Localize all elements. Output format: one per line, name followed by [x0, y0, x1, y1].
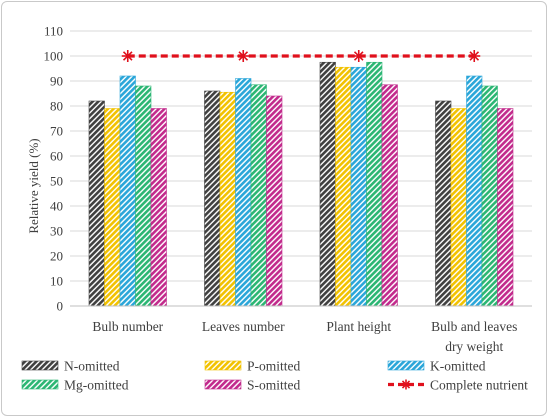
- bars: [88, 61, 514, 307]
- bar-n-omitted-bulb-and-leaves-dry-weight: [435, 100, 452, 307]
- bar-mg-omitted-bulb-number: [135, 85, 152, 307]
- marker-complete-nutrient: [237, 50, 250, 62]
- bar-n-omitted-bulb-number: [88, 100, 105, 307]
- legend-item-p-omitted: P-omitted: [204, 359, 300, 374]
- legend-label: Mg-omitted: [64, 378, 129, 393]
- legend-label: S-omitted: [247, 378, 300, 393]
- x-category-label: Leaves number: [202, 319, 285, 334]
- y-tick-label: 50: [50, 174, 63, 189]
- y-tick-label: 110: [44, 24, 63, 39]
- y-tick-label: 60: [50, 149, 63, 164]
- legend-item-complete-nutrient: Complete nutrient: [388, 378, 528, 393]
- legend: N-omitted P-omitted K-omitted Mg-omitted S-o…: [21, 359, 528, 393]
- bar-n-omitted-plant-height: [319, 61, 336, 307]
- y-tick-label: 0: [57, 299, 64, 314]
- bar-s-omitted-leaves-number: [266, 95, 283, 307]
- x-category-label: Plant height: [326, 319, 391, 334]
- legend-item-s-omitted: S-omitted: [204, 378, 300, 393]
- y-tick-label: 10: [50, 274, 63, 289]
- legend-label: Complete nutrient: [430, 378, 528, 393]
- y-tick-label: 30: [50, 224, 63, 239]
- bar-p-omitted-bulb-and-leaves-dry-weight: [450, 108, 467, 307]
- x-category-label: Bulb and leaves: [431, 319, 517, 334]
- legend-item-k-omitted: K-omitted: [387, 359, 486, 374]
- bar-k-omitted-plant-height: [350, 66, 367, 307]
- y-tick-label: 100: [44, 49, 64, 64]
- bar-s-omitted-bulb-number: [150, 108, 167, 307]
- bar-k-omitted-leaves-number: [235, 78, 252, 307]
- bar-n-omitted-leaves-number: [204, 90, 221, 307]
- y-axis-label: Relative yield (%): [26, 138, 41, 233]
- bar-mg-omitted-leaves-number: [250, 84, 267, 307]
- complete-nutrient-line: [121, 50, 481, 62]
- bar-s-omitted-bulb-and-leaves-dry-weight: [497, 108, 514, 307]
- y-tick-label: 90: [50, 74, 63, 89]
- bar-p-omitted-plant-height: [335, 66, 352, 307]
- marker-complete-nutrient: [352, 50, 365, 62]
- bar-s-omitted-plant-height: [381, 84, 398, 307]
- bar-k-omitted-bulb-number: [119, 75, 136, 307]
- y-tick-label: 20: [50, 249, 63, 264]
- y-tick-label: 80: [50, 99, 63, 114]
- bar-p-omitted-leaves-number: [219, 91, 236, 307]
- bar-mg-omitted-bulb-and-leaves-dry-weight: [481, 85, 498, 307]
- marker-complete-nutrient: [468, 50, 481, 62]
- y-tick-label: 70: [50, 124, 63, 139]
- legend-item-mg-omitted: Mg-omitted: [21, 378, 129, 393]
- legend-item-n-omitted: N-omitted: [21, 359, 120, 374]
- marker-complete-nutrient: [121, 50, 134, 62]
- legend-label: N-omitted: [64, 359, 120, 374]
- x-category-label: dry weight: [445, 339, 503, 354]
- legend-label: K-omitted: [430, 359, 486, 374]
- x-category-label: Bulb number: [92, 319, 163, 334]
- axes: 0 10 20 30 40 50 60 70 80 90 100 110 Bulb number Leav…: [44, 24, 532, 354]
- bar-k-omitted-bulb-and-leaves-dry-weight: [466, 75, 483, 307]
- y-tick-label: 40: [50, 199, 63, 214]
- legend-label: P-omitted: [247, 359, 300, 374]
- bar-p-omitted-bulb-number: [104, 108, 121, 307]
- bar-mg-omitted-plant-height: [366, 61, 383, 307]
